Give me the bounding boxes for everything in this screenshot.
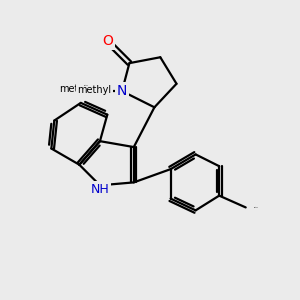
Text: methyl: methyl bbox=[77, 85, 111, 94]
Text: methyl: methyl bbox=[84, 85, 89, 86]
Text: NH: NH bbox=[91, 183, 109, 196]
Text: methyl: methyl bbox=[90, 90, 95, 91]
Text: methyl: methyl bbox=[254, 207, 258, 208]
Text: methyl: methyl bbox=[59, 84, 93, 94]
Text: N: N bbox=[117, 84, 127, 98]
Text: O: O bbox=[102, 34, 113, 48]
